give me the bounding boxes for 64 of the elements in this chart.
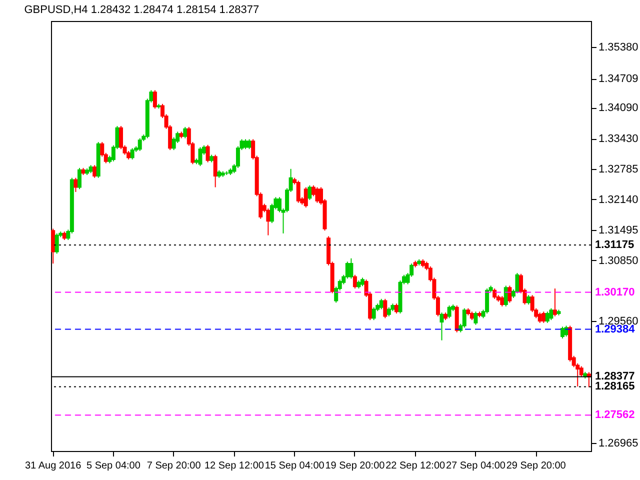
candlestick bbox=[474, 311, 478, 326]
y-tick-label: 1.26965 bbox=[598, 438, 638, 450]
candlestick bbox=[308, 184, 312, 200]
y-tick-label: 1.33430 bbox=[598, 133, 638, 146]
candlestick bbox=[560, 326, 565, 339]
y-tick-label: 1.34090 bbox=[598, 102, 638, 114]
candlestick bbox=[266, 208, 270, 236]
x-tick-label: 5 Sep 04:00 bbox=[86, 460, 141, 472]
candlestick bbox=[51, 228, 56, 264]
candlestick bbox=[213, 154, 218, 188]
y-tick-label: 1.34709 bbox=[598, 73, 638, 86]
candlestick bbox=[515, 272, 520, 294]
candlestick bbox=[372, 306, 376, 321]
y-tick-label: 1.30850 bbox=[598, 254, 638, 267]
x-tick-label: 29 Sep 20:00 bbox=[506, 460, 566, 472]
candlestick bbox=[92, 164, 97, 178]
x-tick-label: 7 Sep 20:00 bbox=[146, 460, 202, 472]
candlestick bbox=[440, 312, 444, 341]
candlestick bbox=[198, 146, 202, 167]
candlestick bbox=[352, 274, 357, 290]
x-tick-label: 19 Sep 20:00 bbox=[325, 460, 386, 472]
y-tick-label: 1.35380 bbox=[598, 41, 638, 54]
y-tick-label: 1.32785 bbox=[598, 164, 638, 176]
candlestick bbox=[500, 296, 504, 307]
x-tick-label: 15 Sep 04:00 bbox=[264, 460, 325, 472]
x-tick-label: 22 Sep 12:00 bbox=[386, 460, 446, 472]
candlestick bbox=[379, 298, 384, 310]
candlestick bbox=[206, 144, 210, 163]
candlestick bbox=[349, 258, 354, 280]
x-tick-label: 12 Sep 12:00 bbox=[204, 460, 264, 472]
candlestick bbox=[492, 288, 497, 300]
chart-title: GBPUSD,H4 1.28432 1.28474 1.28154 1.28377 bbox=[24, 4, 260, 16]
candlestick bbox=[138, 138, 142, 152]
ref-line-label: 1.28165 bbox=[595, 380, 635, 393]
x-tick-label: 27 Sep 04:00 bbox=[446, 460, 506, 472]
candlestick bbox=[542, 311, 546, 324]
candlestick bbox=[552, 288, 557, 317]
ref-line-label: 1.30170 bbox=[595, 286, 635, 298]
candlestick bbox=[130, 148, 134, 160]
candlestick bbox=[183, 126, 188, 139]
candlestick bbox=[485, 288, 490, 314]
candlestick bbox=[296, 180, 300, 204]
candlestick bbox=[304, 186, 308, 208]
ref-line-label: 1.31175 bbox=[595, 238, 634, 251]
candlestick bbox=[447, 304, 452, 319]
candlestick bbox=[454, 304, 459, 333]
candlestick bbox=[54, 232, 59, 254]
candlestick bbox=[77, 167, 82, 190]
y-tick-label: 1.31495 bbox=[598, 224, 638, 236]
candlestick bbox=[462, 308, 466, 328]
candlestick bbox=[152, 90, 157, 110]
candlestick bbox=[526, 294, 531, 306]
y-tick-label: 1.32140 bbox=[598, 194, 638, 206]
candlestick bbox=[315, 186, 320, 204]
candlestick bbox=[74, 177, 78, 192]
ref-line-label: 1.28377 bbox=[595, 370, 635, 383]
candlestick bbox=[508, 285, 512, 304]
candlestick bbox=[244, 138, 248, 150]
candlestick bbox=[538, 312, 542, 324]
candlestick bbox=[549, 308, 554, 321]
candlestick bbox=[383, 298, 388, 319]
candlestick bbox=[545, 311, 550, 324]
x-tick-label: 31 Aug 2016 bbox=[24, 460, 82, 472]
ref-line-label: 1.27562 bbox=[595, 409, 635, 422]
